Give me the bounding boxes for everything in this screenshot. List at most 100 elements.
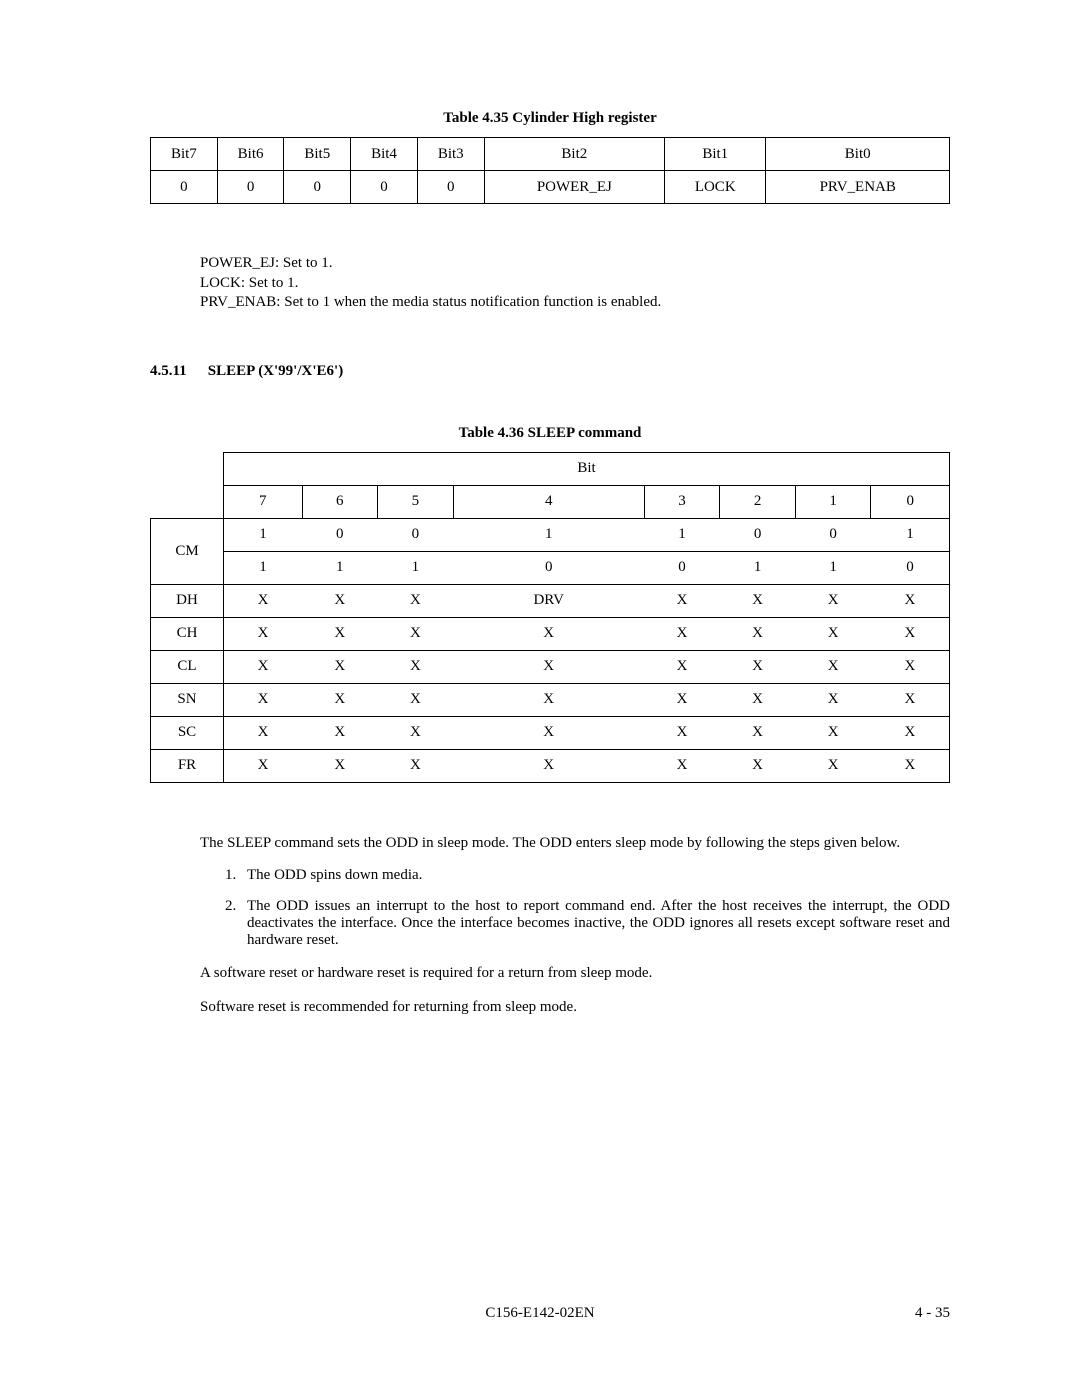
t436-r0c5: 0 [720,518,796,551]
t436-r3c4: X [644,617,720,650]
t436-r6c5: X [720,716,796,749]
body-p1: The SLEEP command sets the ODD in sleep … [200,833,950,853]
section-heading: 4.5.11 SLEEP (X'99'/X'E6') [150,363,950,380]
t436-r5c0: X [224,683,303,716]
t436-r0c7: 1 [871,518,950,551]
t436-r2c3: DRV [453,584,644,617]
t436-r6c3: X [453,716,644,749]
table-436: Bit 7 6 5 4 3 2 1 0 CM 1 0 0 1 1 0 0 1 1… [150,452,950,783]
t436-r7c7: X [871,749,950,782]
t435-h6: Bit1 [665,138,766,171]
t436-r0c4: 1 [644,518,720,551]
t436-r2c1: X [302,584,378,617]
t436-r4c3: X [453,650,644,683]
t436-r6c0: X [224,716,303,749]
t436-r0c6: 0 [795,518,871,551]
t436-r3c5: X [720,617,796,650]
t436-r4c5: X [720,650,796,683]
ordered-list: 1. The ODD spins down media. 2. The ODD … [225,867,950,949]
t436-r2c5: X [720,584,796,617]
t436-r7c1: X [302,749,378,782]
t436-r0c2: 0 [378,518,454,551]
t436-r7c6: X [795,749,871,782]
t436-r6c7: X [871,716,950,749]
t436-bn7: 7 [224,485,303,518]
li2-num: 2. [225,898,247,949]
t436-r4c2: X [378,650,454,683]
t436-r5c1: X [302,683,378,716]
t436-r6c1: X [302,716,378,749]
def-power-ej: POWER_EJ: Set to 1. [200,254,950,274]
body-p2: A software reset or hardware reset is re… [200,963,950,983]
t436-r6c6: X [795,716,871,749]
t436-bn5: 5 [378,485,454,518]
t436-r4c6: X [795,650,871,683]
t436-bn1: 1 [795,485,871,518]
t435-h5: Bit2 [484,138,664,171]
table-435-title: Table 4.35 Cylinder High register [150,110,950,127]
t435-h2: Bit5 [284,138,351,171]
t436-r5c7: X [871,683,950,716]
t436-r3c2: X [378,617,454,650]
t436-r4c7: X [871,650,950,683]
t436-bn2: 2 [720,485,796,518]
t435-c0: 0 [151,171,218,204]
definitions: POWER_EJ: Set to 1. LOCK: Set to 1. PRV_… [200,254,950,313]
t436-blank2 [151,485,224,518]
t436-r0c3: 1 [453,518,644,551]
li2-text: The ODD issues an interrupt to the host … [247,898,950,949]
def-prv-enab: PRV_ENAB: Set to 1 when the media status… [200,293,950,313]
table-436-title: Table 4.36 SLEEP command [150,425,950,442]
t436-r7c5: X [720,749,796,782]
t435-c3: 0 [351,171,418,204]
t436-bn0: 0 [871,485,950,518]
t436-r4c4: X [644,650,720,683]
t435-h3: Bit4 [351,138,418,171]
t436-r2c6: X [795,584,871,617]
t436-r7c3: X [453,749,644,782]
t436-bit-label: Bit [224,452,950,485]
t436-r5c3: X [453,683,644,716]
t435-h1: Bit6 [217,138,284,171]
t435-c5: POWER_EJ [484,171,664,204]
t436-r6c4: X [644,716,720,749]
def-lock: LOCK: Set to 1. [200,274,950,294]
t436-r5c2: X [378,683,454,716]
t436-r1c0: 1 [224,551,303,584]
t435-c2: 0 [284,171,351,204]
t436-r3c0: X [224,617,303,650]
li1-text: The ODD spins down media. [247,867,950,884]
t436-r1c4: 0 [644,551,720,584]
t436-r4c0: X [224,650,303,683]
t436-r5c5: X [720,683,796,716]
t436-label-sc: SC [151,716,224,749]
t436-r0c0: 1 [224,518,303,551]
t436-r5c6: X [795,683,871,716]
t436-r1c2: 1 [378,551,454,584]
footer-pagenum: 4 - 35 [915,1305,950,1322]
t435-h4: Bit3 [417,138,484,171]
t436-r3c3: X [453,617,644,650]
t436-label-sn: SN [151,683,224,716]
t436-label-fr: FR [151,749,224,782]
section-number: 4.5.11 [150,363,204,380]
t436-r6c2: X [378,716,454,749]
t436-r0c1: 0 [302,518,378,551]
t436-r1c7: 0 [871,551,950,584]
body-p3: Software reset is recommended for return… [200,997,950,1017]
t436-r1c5: 1 [720,551,796,584]
t436-bn6: 6 [302,485,378,518]
t435-c7: PRV_ENAB [766,171,950,204]
t435-h0: Bit7 [151,138,218,171]
t436-r2c2: X [378,584,454,617]
t436-r7c0: X [224,749,303,782]
t435-h7: Bit0 [766,138,950,171]
t436-label-cm: CM [151,518,224,584]
t436-blank [151,452,224,485]
section-title: SLEEP (X'99'/X'E6') [208,363,343,379]
t435-c1: 0 [217,171,284,204]
t436-r2c4: X [644,584,720,617]
t436-r1c3: 0 [453,551,644,584]
t436-r2c7: X [871,584,950,617]
t436-r7c2: X [378,749,454,782]
